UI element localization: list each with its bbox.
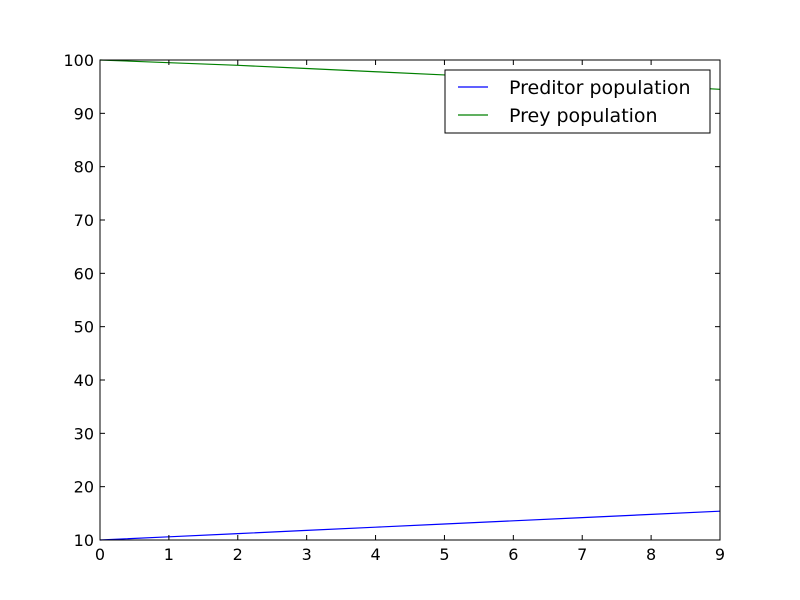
y-tick-label: 60 xyxy=(74,264,94,283)
legend: Preditor population Prey population xyxy=(444,69,711,134)
x-tick-label: 5 xyxy=(439,545,449,564)
x-tick-label: 6 xyxy=(508,545,518,564)
y-tick-label: 80 xyxy=(74,158,94,177)
axis-ticks xyxy=(99,59,721,541)
series-line-0 xyxy=(99,510,721,541)
x-tick-label: 4 xyxy=(370,545,380,564)
x-tick-label: 0 xyxy=(95,545,105,564)
y-tick-label: 40 xyxy=(74,371,94,390)
x-tick-label: 8 xyxy=(646,545,656,564)
legend-box xyxy=(444,69,711,134)
y-tick-label: 10 xyxy=(74,531,94,550)
legend-label-1: Prey population xyxy=(509,105,658,127)
x-tick-label: 9 xyxy=(715,545,725,564)
y-tick-label: 50 xyxy=(74,318,94,337)
plot-area-frame xyxy=(99,59,721,541)
x-tick-labels: 0 1 2 3 4 5 6 7 8 9 xyxy=(95,545,725,564)
y-tick-label: 20 xyxy=(74,478,94,497)
y-tick-label: 70 xyxy=(74,211,94,230)
y-tick-label: 90 xyxy=(74,104,94,123)
y-tick-label: 100 xyxy=(63,51,94,70)
y-tick-label: 30 xyxy=(74,424,94,443)
x-tick-label: 1 xyxy=(164,545,174,564)
y-tick-labels: 10 20 30 40 50 60 70 80 90 100 xyxy=(63,51,94,550)
legend-entries: Preditor population Prey population xyxy=(458,77,691,127)
legend-label-0: Preditor population xyxy=(509,77,691,99)
x-tick-label: 2 xyxy=(233,545,243,564)
x-tick-label: 7 xyxy=(577,545,587,564)
x-tick-label: 3 xyxy=(302,545,312,564)
